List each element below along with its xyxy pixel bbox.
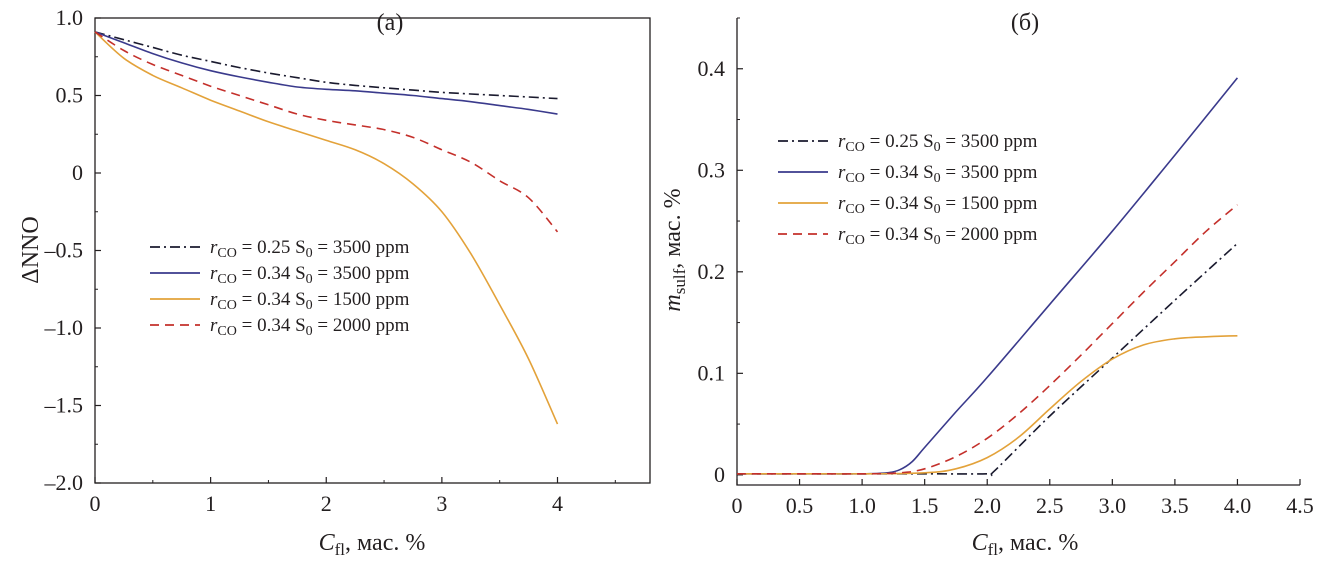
panel-b-axes bbox=[736, 18, 1300, 486]
series-line-2 bbox=[94, 31, 558, 115]
panel-b-x-ticks: 0 0.5 1.0 1.5 2.0 2.5 3.0 3.5 4.0 4.5 bbox=[732, 479, 1314, 518]
x-tick-label: 4 bbox=[552, 491, 563, 516]
y-tick-label: –2.0 bbox=[44, 470, 84, 495]
panel-a-title: (а) bbox=[377, 10, 404, 36]
legend-label-2: rCO = 0.34 S0 = 3500 ppm bbox=[210, 263, 410, 287]
series-line-4 bbox=[94, 31, 559, 233]
x-tick-label: 1.0 bbox=[848, 493, 876, 518]
panel-a-series bbox=[94, 31, 559, 425]
y-tick-label: –1.5 bbox=[44, 393, 84, 418]
panel-a-chart: (а) 0 1 2 3 4 1.0 0.5 0 –0.5 –1.0 –1.5 –2.0 Cfl, м… bbox=[18, 5, 651, 559]
legend-label-3: rCO = 0.34 S0 = 1500 ppm bbox=[210, 289, 410, 313]
y-tick-label: 0 bbox=[714, 462, 725, 487]
y-tick-label: –1.0 bbox=[44, 315, 84, 340]
legend-label-2: rCO = 0.34 S0 = 3500 ppm bbox=[838, 162, 1038, 186]
y-tick-label: 1.0 bbox=[56, 5, 84, 30]
series-line-3 bbox=[94, 31, 559, 425]
x-tick-label: 2.0 bbox=[973, 493, 1001, 518]
y-tick-label: 0.2 bbox=[698, 259, 726, 284]
panel-b-y-ticks: 0 0.1 0.2 0.3 0.4 bbox=[698, 17, 743, 487]
x-tick-label: 1.5 bbox=[911, 493, 939, 518]
y-tick-label: 0.3 bbox=[698, 157, 726, 182]
y-tick-label: 0 bbox=[72, 160, 83, 185]
x-tick-label: 3.5 bbox=[1161, 493, 1189, 518]
series-line-1 bbox=[94, 31, 558, 100]
panel-b-title: (б) bbox=[1011, 10, 1039, 36]
panel-a-y-ticks: 1.0 0.5 0 –0.5 –1.0 –1.5 –2.0 bbox=[44, 5, 101, 495]
panel-b-legend: rCO = 0.25 S0 = 3500 ppm rCO = 0.34 S0 = … bbox=[778, 131, 1038, 248]
x-tick-label: 1 bbox=[205, 491, 216, 516]
series-line-1 bbox=[737, 242, 1238, 478]
panel-a-y-axis-label: ΔNNO bbox=[18, 216, 44, 283]
x-tick-label: 4.5 bbox=[1286, 493, 1314, 518]
panel-b-x-axis-label: Cfl, мас. % bbox=[972, 530, 1079, 559]
x-tick-label: 2 bbox=[321, 491, 332, 516]
series-line-4 bbox=[737, 204, 1238, 475]
x-tick-label: 0.5 bbox=[786, 493, 814, 518]
x-tick-label: 3 bbox=[436, 491, 447, 516]
y-tick-label: 0.1 bbox=[698, 360, 726, 385]
y-tick-label: 0.4 bbox=[698, 56, 726, 81]
legend-label-1: rCO = 0.25 S0 = 3500 ppm bbox=[838, 131, 1038, 155]
legend-label-4: rCO = 0.34 S0 = 2000 ppm bbox=[838, 224, 1038, 248]
x-tick-label: 3.0 bbox=[1099, 493, 1127, 518]
y-tick-label: 0.5 bbox=[56, 83, 84, 108]
legend-label-3: rCO = 0.34 S0 = 1500 ppm bbox=[838, 193, 1038, 217]
legend-label-4: rCO = 0.34 S0 = 2000 ppm bbox=[210, 315, 410, 339]
series-line-3 bbox=[737, 335, 1238, 475]
x-tick-label: 0 bbox=[90, 491, 101, 516]
panel-b-y-axis-label: msulf, мас. % bbox=[660, 188, 689, 311]
x-tick-label: 2.5 bbox=[1036, 493, 1064, 518]
x-tick-label: 0 bbox=[732, 493, 743, 518]
panel-a-x-ticks: 0 1 2 3 4 bbox=[90, 477, 616, 516]
panel-a-x-axis-label: Cfl, мас. % bbox=[319, 530, 426, 559]
panel-b-chart: (б) 0 0.5 1.0 1.5 2.0 2.5 3.0 3.5 4.0 4.5 0 0.1 0.2… bbox=[660, 10, 1314, 559]
y-tick-label: –0.5 bbox=[44, 238, 84, 263]
legend-label-1: rCO = 0.25 S0 = 3500 ppm bbox=[210, 237, 410, 261]
panel-b-series bbox=[737, 77, 1239, 478]
x-tick-label: 4.0 bbox=[1224, 493, 1252, 518]
